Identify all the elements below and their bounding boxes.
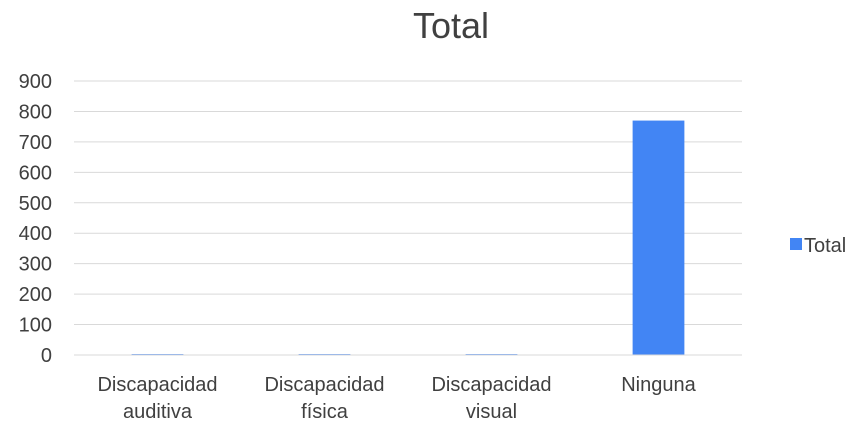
y-tick-label: 700 [19,132,52,154]
y-axis-tick-labels: 0 100 200 300 400 500 600 700 800 900 [19,71,52,367]
y-tick-label: 100 [19,315,52,337]
x-axis-category-labels: Discapacidad auditiva Discapacidad física Di… [97,374,696,423]
y-tick-label: 300 [19,254,52,276]
legend-label: Total [804,235,846,257]
bars [131,120,685,355]
y-tick-label: 600 [19,162,52,184]
y-tick-label: 500 [19,193,52,215]
y-tick-label: 900 [19,71,52,93]
x-category-label: Discapacidad [431,374,551,396]
chart-title: Total [413,5,489,46]
x-category-label: física [301,401,349,423]
legend-swatch [790,238,802,250]
y-tick-label: 400 [19,223,52,245]
x-category-label: Discapacidad [264,374,384,396]
x-category-label: auditiva [123,401,193,423]
legend: Total [790,235,846,257]
bar [632,120,685,355]
x-category-label: Ninguna [621,374,696,396]
y-tick-label: 200 [19,284,52,306]
x-category-label: Discapacidad [97,374,217,396]
x-category-label: visual [466,401,517,423]
y-tick-label: 800 [19,101,52,123]
y-tick-label: 0 [41,345,52,367]
gridlines [74,80,742,326]
